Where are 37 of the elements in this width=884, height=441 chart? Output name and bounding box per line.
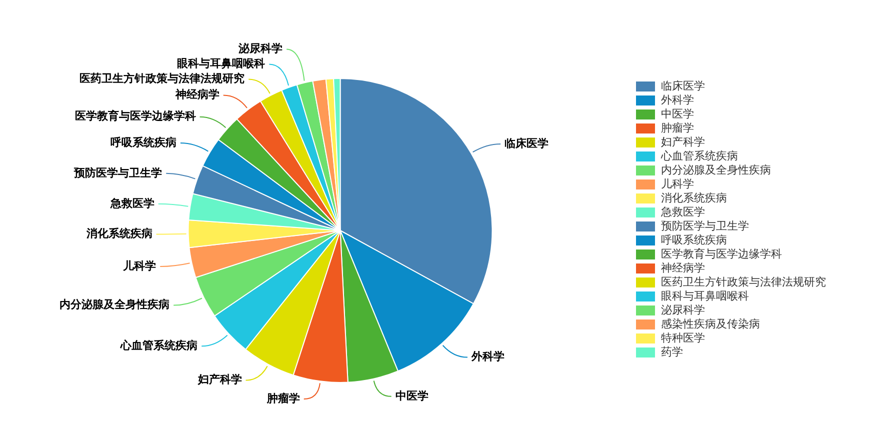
legend-label: 预防医学与卫生学 [661, 219, 749, 232]
slice-label: 内分泌腺及全身性疾病 [60, 298, 170, 312]
slice-label: 中医学 [395, 389, 428, 402]
legend-label: 呼吸系统疾病 [661, 233, 727, 246]
slice-label: 预防医学与卫生学 [73, 166, 162, 180]
legend-label: 泌尿科学 [661, 303, 705, 316]
legend-label: 医学教育与医学边缘学科 [661, 247, 782, 260]
slice-label: 急救医学 [109, 196, 154, 210]
legend-label: 外科学 [661, 93, 694, 106]
legend-label: 中医学 [661, 107, 694, 120]
slice-label: 神经病学 [174, 88, 220, 102]
slice-label: 泌尿科学 [238, 42, 283, 56]
slice-label: 妇产科学 [196, 373, 242, 386]
legend-label: 特种医学 [661, 331, 705, 344]
slice-label: 外科学 [470, 350, 504, 364]
slice-label: 呼吸系统疾病 [110, 136, 176, 149]
slice-label: 医药卫生方针政策与法律法规研究 [80, 72, 245, 86]
slice-label: 儿科学 [122, 259, 156, 272]
legend-label: 急救医学 [660, 205, 705, 218]
legend-label: 临床医学 [661, 79, 705, 92]
legend-label: 内分泌腺及全身性疾病 [661, 163, 771, 176]
legend-label: 肿瘤学 [661, 121, 694, 134]
legend-label: 神经病学 [661, 261, 705, 274]
legend-label: 儿科学 [661, 177, 694, 190]
legend-label: 药学 [661, 345, 683, 358]
slice-label: 肿瘤学 [266, 392, 300, 405]
slice-label: 眼科与耳鼻咽喉科 [177, 57, 266, 70]
slice-label: 心血管系统疾病 [120, 338, 198, 352]
slice-label: 消化系统疾病 [85, 227, 152, 240]
legend-label: 医药卫生方针政策与法律法规研究 [661, 275, 826, 288]
slice-label: 医学教育与医学边缘学科 [74, 110, 196, 123]
slice-label: 临床医学 [504, 136, 549, 150]
legend-label: 感染性疾病及传染病 [661, 317, 760, 330]
legend-label: 妇产科学 [661, 135, 705, 148]
legend-label: 眼科与耳鼻咽喉科 [661, 289, 749, 302]
legend-label: 消化系统疾病 [661, 191, 727, 204]
legend-label: 心血管系统疾病 [660, 149, 738, 162]
